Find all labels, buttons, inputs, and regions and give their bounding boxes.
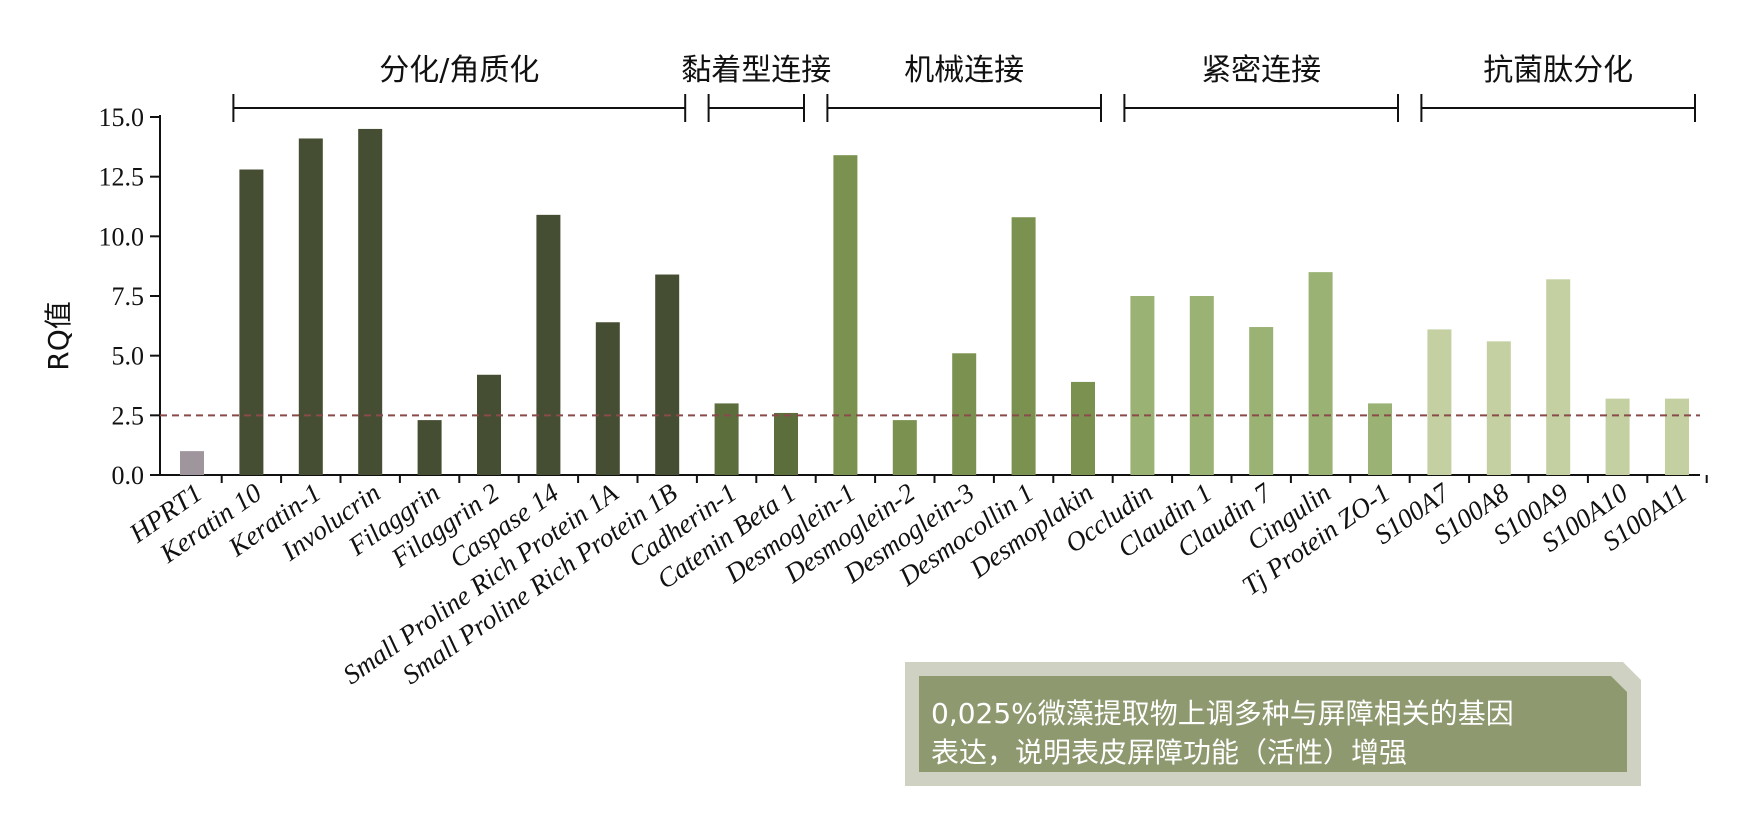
group-label-1: 黏着型连接	[681, 53, 831, 88]
bar-13	[952, 353, 977, 475]
bar-8	[655, 274, 680, 475]
y-tick-label: 10.0	[99, 222, 145, 251]
bars-layer	[160, 128, 1700, 476]
bar-21	[1427, 329, 1452, 475]
axes-layer	[150, 94, 1708, 483]
bar-4	[417, 420, 442, 475]
bar-24	[1605, 398, 1630, 475]
bar-20	[1368, 403, 1392, 475]
annotation-panel: 0,025%微藻提取物上调多种与屏障相关的基因 表达，说明表皮屏障功能（活性）增…	[919, 676, 1627, 772]
bar-25	[1665, 398, 1689, 475]
group-label-4: 抗菌肽分化	[1483, 53, 1633, 88]
y-tick-label: 15.0	[99, 103, 145, 132]
bar-14	[1011, 217, 1036, 476]
y-tick-label: 5.0	[112, 342, 145, 371]
bar-12	[892, 420, 917, 475]
bar-17	[1189, 296, 1214, 475]
bar-11	[833, 155, 858, 476]
group-label-2: 机械连接	[904, 53, 1024, 88]
y-axis-label: RQ值	[42, 301, 75, 371]
bar-0	[180, 451, 204, 475]
y-tick-label: 2.5	[112, 401, 145, 430]
bar-7	[595, 322, 620, 475]
y-tick-label: 0.0	[112, 461, 145, 490]
y-tick-label: 7.5	[112, 282, 145, 311]
bar-9	[714, 403, 739, 475]
group-label-0: 分化/角质化	[379, 53, 539, 88]
group-label-3: 紧密连接	[1201, 53, 1321, 88]
annotation-text: 0,025%微藻提取物上调多种与屏障相关的基因 表达，说明表皮屏障功能（活性）增…	[931, 694, 1621, 772]
bar-10	[774, 412, 798, 475]
bar-22	[1486, 341, 1511, 475]
bar-19	[1308, 272, 1333, 475]
annotation-line-1: 0,025%微藻提取物上调多种与屏障相关的基因	[931, 697, 1514, 730]
y-tick-label: 12.5	[99, 163, 145, 192]
annotation-box: 0,025%微藻提取物上调多种与屏障相关的基因 表达，说明表皮屏障功能（活性）增…	[905, 662, 1641, 786]
annotation-line-2: 表达，说明表皮屏障功能（活性）增强	[931, 736, 1408, 769]
bar-3	[358, 128, 383, 475]
bar-18	[1249, 327, 1274, 475]
bar-6	[536, 214, 561, 475]
bar-2	[298, 138, 323, 476]
bar-15	[1071, 381, 1095, 475]
bar-16	[1130, 296, 1155, 475]
bar-1	[239, 169, 264, 476]
bar-5	[477, 374, 501, 475]
bar-23	[1546, 279, 1571, 475]
